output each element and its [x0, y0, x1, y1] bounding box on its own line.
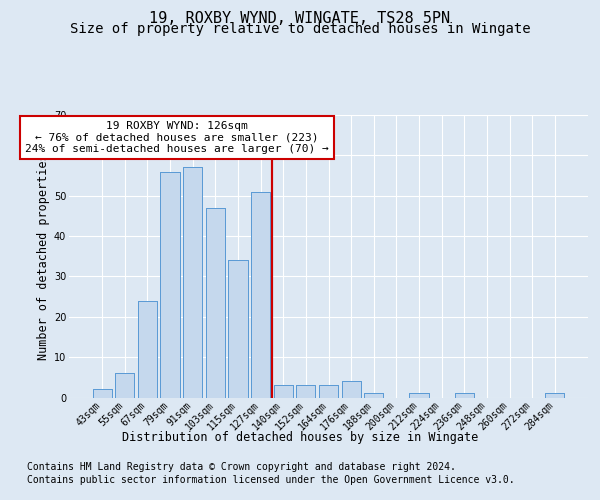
Bar: [409, 394, 428, 398]
Text: Distribution of detached houses by size in Wingate: Distribution of detached houses by size …: [122, 431, 478, 444]
Bar: [206, 208, 225, 398]
Bar: [138, 300, 157, 398]
Bar: [183, 168, 202, 398]
Text: 19 ROXBY WYND: 126sqm
← 76% of detached houses are smaller (223)
24% of semi-det: 19 ROXBY WYND: 126sqm ← 76% of detached …: [25, 121, 329, 154]
Bar: [409, 394, 428, 398]
Bar: [206, 208, 225, 398]
Text: Contains HM Land Registry data © Crown copyright and database right 2024.: Contains HM Land Registry data © Crown c…: [27, 462, 456, 472]
Bar: [296, 386, 316, 398]
Text: Contains public sector information licensed under the Open Government Licence v3: Contains public sector information licen…: [27, 475, 515, 485]
Bar: [455, 394, 474, 398]
Bar: [364, 394, 383, 398]
Bar: [296, 386, 316, 398]
Bar: [229, 260, 248, 398]
Bar: [251, 192, 270, 398]
Text: Size of property relative to detached houses in Wingate: Size of property relative to detached ho…: [70, 22, 530, 36]
Bar: [160, 172, 180, 398]
Bar: [251, 192, 270, 398]
Bar: [319, 386, 338, 398]
Bar: [319, 386, 338, 398]
Bar: [455, 394, 474, 398]
Bar: [160, 172, 180, 398]
Bar: [274, 386, 293, 398]
Bar: [183, 168, 202, 398]
Bar: [364, 394, 383, 398]
Bar: [274, 386, 293, 398]
Bar: [545, 394, 565, 398]
Bar: [92, 390, 112, 398]
Bar: [229, 260, 248, 398]
Bar: [545, 394, 565, 398]
Bar: [115, 374, 134, 398]
Bar: [115, 374, 134, 398]
Bar: [138, 300, 157, 398]
Y-axis label: Number of detached properties: Number of detached properties: [37, 153, 50, 360]
Text: 19, ROXBY WYND, WINGATE, TS28 5PN: 19, ROXBY WYND, WINGATE, TS28 5PN: [149, 11, 451, 26]
Bar: [341, 382, 361, 398]
Bar: [341, 382, 361, 398]
Bar: [92, 390, 112, 398]
